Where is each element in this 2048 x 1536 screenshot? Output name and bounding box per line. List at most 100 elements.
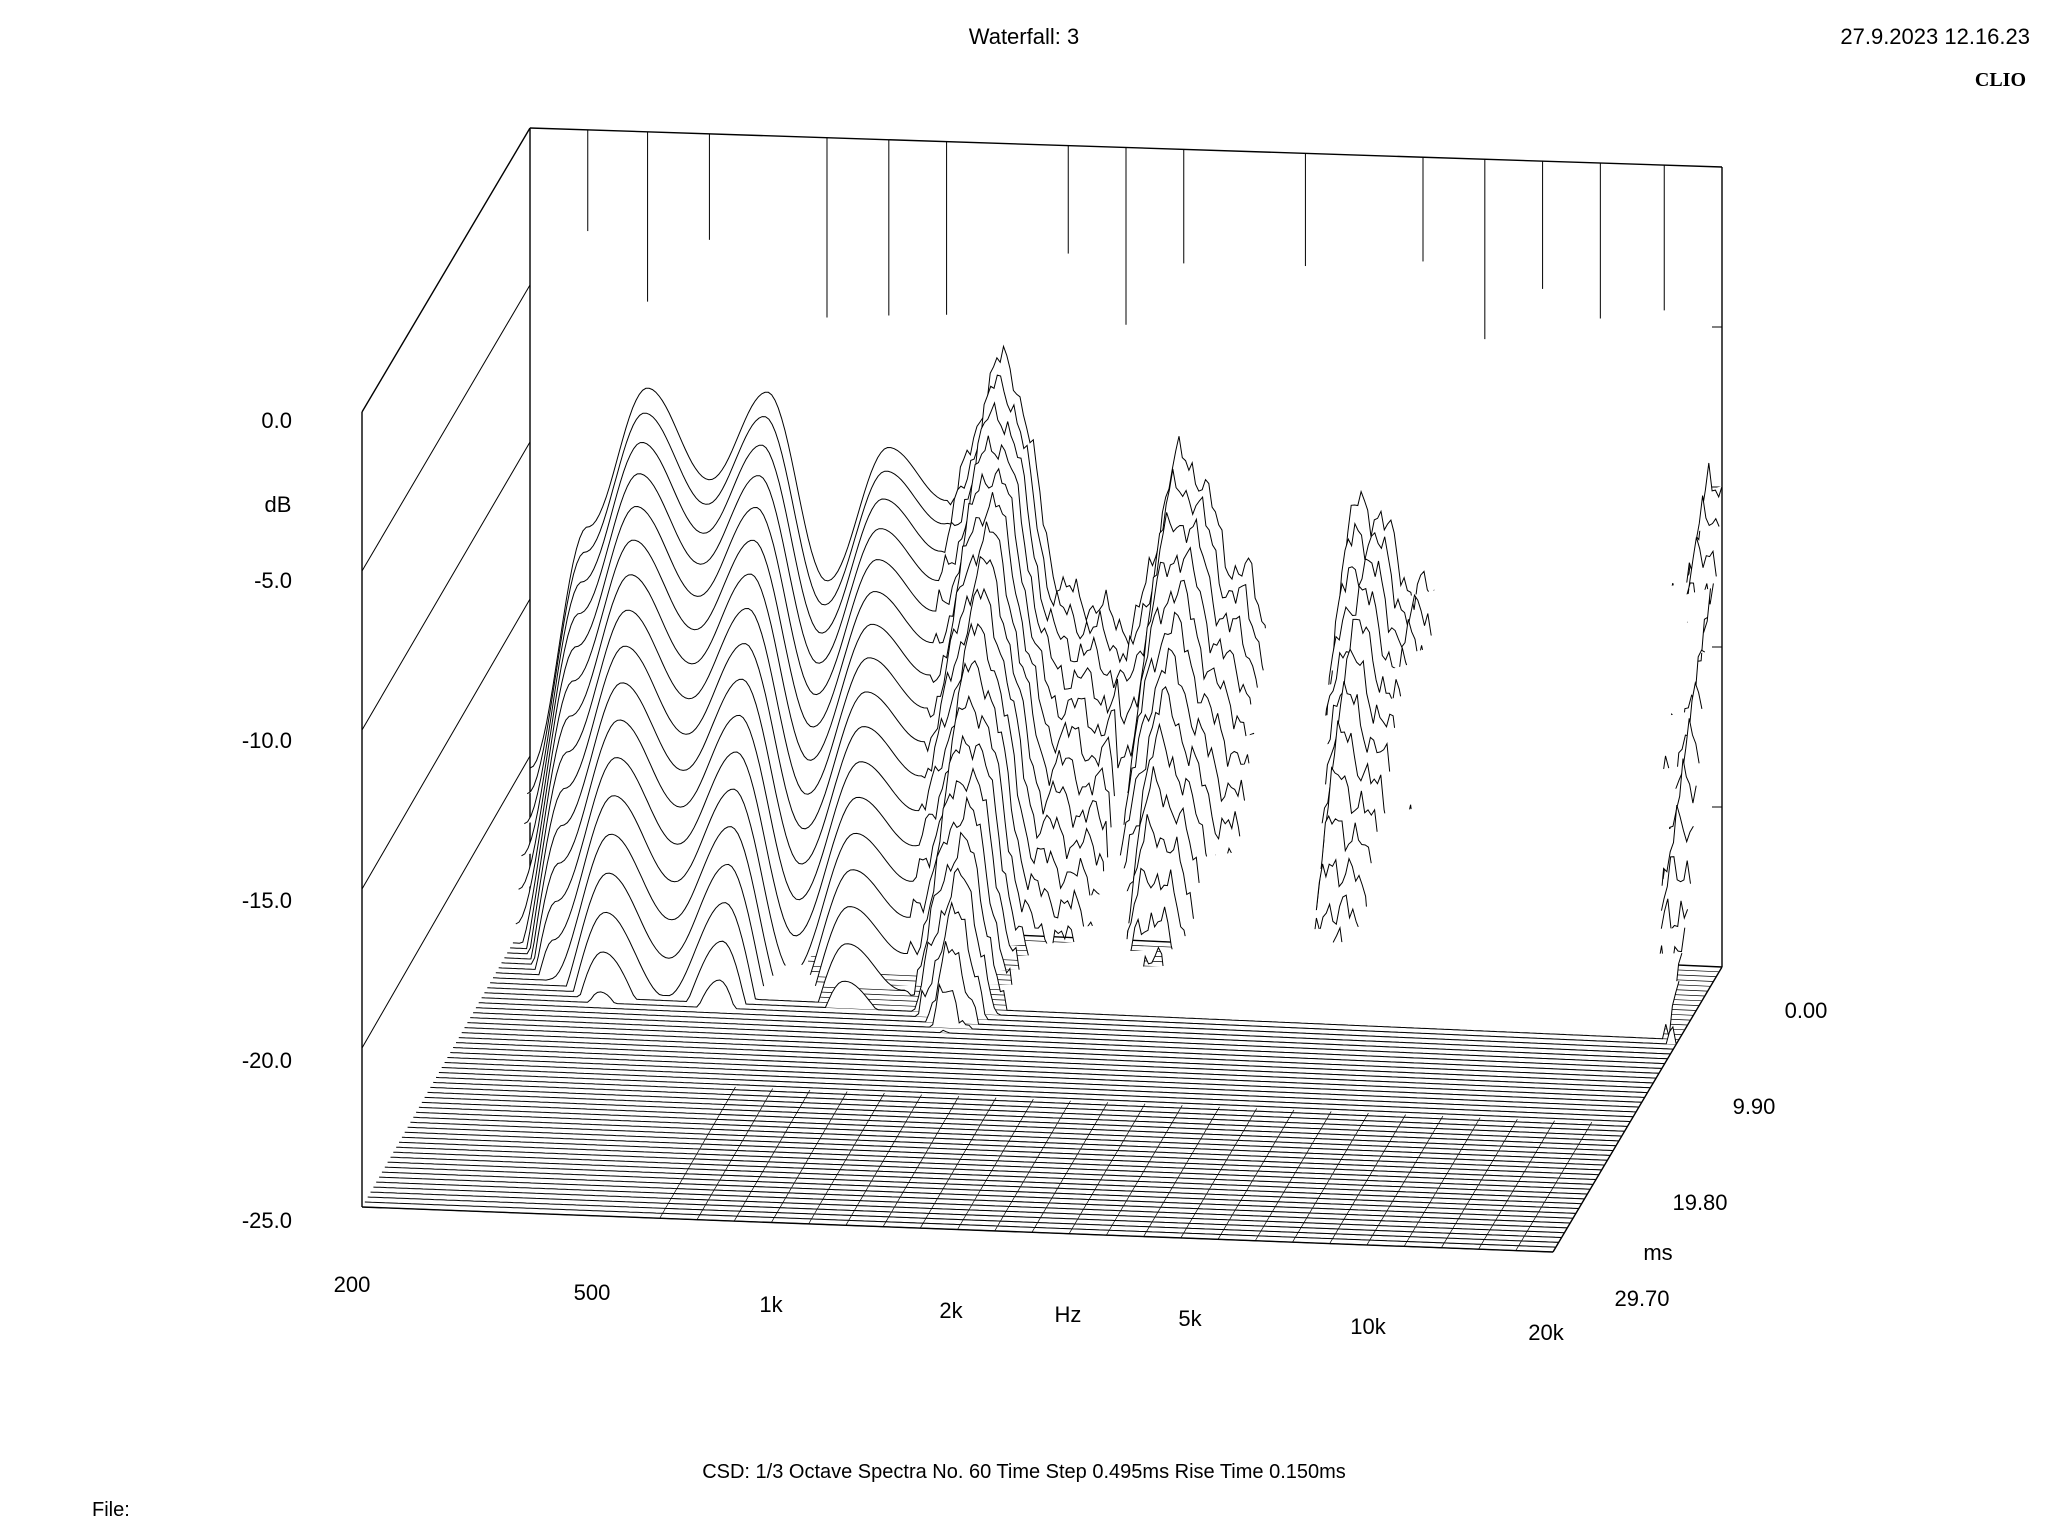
spectrum-line — [444, 1062, 1637, 1113]
axis-labels: 0.0 -5.0 -10.0 -15.0 -20.0 -25.0 dB 200 500 1k 2k 5… — [242, 408, 1828, 1345]
floor-freq-line — [1552, 1123, 1630, 1253]
x-tick-label: 5k — [1178, 1306, 1202, 1331]
spectrum-line — [381, 1171, 1574, 1219]
spectrum-line — [438, 1072, 1631, 1123]
spectrum-line — [410, 1121, 1602, 1171]
spectrum-line — [433, 1081, 1625, 1132]
floor-freq-line — [1441, 1118, 1518, 1248]
spectrum-line — [481, 900, 1674, 1050]
spectrum-line — [470, 1017, 1662, 1069]
x-tick-label: 10k — [1350, 1314, 1386, 1339]
floor-freq-line — [1180, 1108, 1258, 1239]
spectrum-line — [404, 1131, 1597, 1180]
floor-freq-line — [1292, 1112, 1369, 1243]
x-tick-label: 20k — [1528, 1320, 1564, 1345]
spectrum-line — [398, 1141, 1591, 1190]
spectrum-line — [461, 1032, 1654, 1084]
spectrum-line — [464, 1027, 1657, 1079]
floor-freq-line — [771, 1091, 848, 1223]
spectrum-line — [475, 982, 1668, 1060]
spectrum-line — [407, 1126, 1599, 1176]
spectrum-line — [484, 867, 1677, 1045]
spectrum-line — [453, 1047, 1645, 1098]
y-tick-label: 19.80 — [1672, 1190, 1727, 1215]
db-wall-gridline — [361, 441, 531, 731]
spectrum-line — [455, 1042, 1648, 1094]
floor-freq-line — [696, 1088, 773, 1220]
chart-title: Waterfall: 3 — [968, 24, 1080, 49]
brand-logo: CLIO — [1974, 69, 2026, 91]
spectrum-line — [367, 1196, 1559, 1243]
y-tick-label: 9.90 — [1733, 1094, 1776, 1119]
spectrum-line — [390, 1156, 1582, 1205]
timestamp: 27.9.2023 12.16.23 — [1840, 24, 2030, 49]
z-tick-label: -15.0 — [242, 888, 292, 913]
floor-freq-line — [882, 1095, 960, 1227]
spectrum-line — [379, 1176, 1571, 1224]
floor-freq-line — [1031, 1102, 1109, 1233]
spectrum-line — [478, 941, 1671, 1055]
spectrum-line — [373, 1186, 1565, 1234]
x-tick-label: 1k — [759, 1292, 783, 1317]
db-wall-gridline — [361, 598, 531, 890]
spectrum-line — [473, 1012, 1665, 1065]
spectra-group — [361, 344, 1723, 1253]
spectrum-line — [441, 1067, 1634, 1118]
floor-freq-line — [1068, 1103, 1146, 1234]
spectrum-line — [418, 1106, 1611, 1156]
spectrum-line — [364, 1201, 1556, 1248]
spectrum-line — [401, 1136, 1594, 1185]
spectrum-line — [413, 1116, 1605, 1166]
spectrum-line — [416, 1111, 1608, 1161]
floor-freq-line — [1366, 1115, 1444, 1246]
frame-edge — [361, 127, 531, 413]
x-tick-label: 200 — [334, 1272, 371, 1297]
z-tick-label: -20.0 — [242, 1048, 292, 1073]
z-tick-label: 0.0 — [261, 408, 292, 433]
y-tick-label: 29.70 — [1614, 1286, 1669, 1311]
y-axis-label: ms — [1643, 1240, 1672, 1265]
spectrum-line — [393, 1151, 1585, 1200]
floor-freq-line — [1217, 1109, 1295, 1240]
x-tick-label: 2k — [939, 1298, 963, 1323]
x-axis-label: Hz — [1055, 1302, 1082, 1327]
floor-freq-line — [1329, 1114, 1406, 1244]
floor-freq-line — [1403, 1117, 1481, 1247]
z-tick-label: -25.0 — [242, 1208, 292, 1233]
spectrum-line — [396, 1146, 1588, 1195]
spectrum-line — [458, 1037, 1651, 1089]
wall-gridlines — [361, 129, 1722, 1049]
spectrum-line — [427, 1091, 1619, 1142]
db-wall-gridline — [361, 755, 531, 1049]
x-tick-label: 500 — [574, 1280, 611, 1305]
floor-freq-line — [733, 1089, 811, 1222]
z-tick-label: -10.0 — [242, 728, 292, 753]
z-axis-label: dB — [265, 492, 292, 517]
spectrum-line — [487, 831, 1680, 1040]
floor-freq-line — [919, 1097, 997, 1229]
y-tick-label: 0.00 — [1785, 998, 1828, 1023]
floor-freq-line — [1478, 1120, 1555, 1250]
spectrum-line — [435, 1076, 1628, 1127]
spectrum-line — [370, 1191, 1562, 1238]
floor-freq-line — [957, 1099, 1034, 1230]
floor-freq-line — [1143, 1106, 1220, 1237]
spectrum-line — [424, 1096, 1617, 1147]
spectrum-line — [450, 1052, 1642, 1103]
floor-freq-line — [1515, 1122, 1593, 1251]
spectrum-line — [447, 1057, 1639, 1108]
spectrum-line — [376, 1181, 1568, 1229]
spectrum-line — [384, 1166, 1576, 1214]
floor-freq-line — [659, 1086, 736, 1219]
spectrum-line — [387, 1161, 1579, 1209]
db-wall-gridline — [361, 284, 531, 572]
spectrum-line — [430, 1086, 1622, 1137]
spectrum-line — [467, 1022, 1660, 1074]
file-label: File: — [92, 1499, 130, 1521]
floor-freq-line — [845, 1094, 922, 1226]
floor-freq-line — [808, 1092, 885, 1225]
spectrum-line — [361, 1206, 1554, 1253]
z-tick-label: -5.0 — [254, 568, 292, 593]
spectrum-line — [421, 1101, 1614, 1152]
